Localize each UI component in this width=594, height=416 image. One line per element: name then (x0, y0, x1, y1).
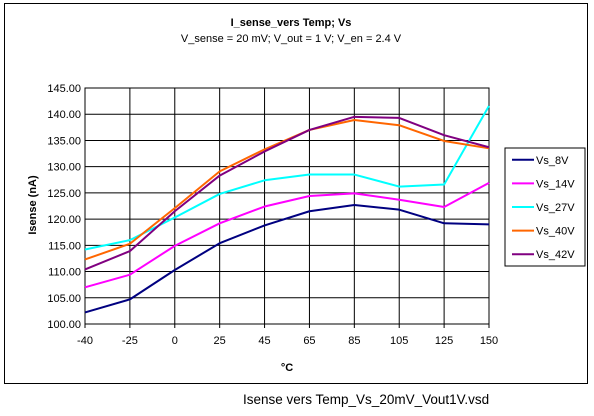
chart-subtitle: V_sense = 20 mV; V_out = 1 V; V_en = 2.4… (181, 33, 402, 45)
x-tick-label: 0 (172, 335, 178, 347)
y-tick-label: 130.00 (47, 162, 81, 174)
x-axis-ticks: -40 -25 0 25 45 65 85 105 125 150 (77, 335, 498, 347)
series-line-vs-8v (84, 203, 490, 314)
x-tick-label: 85 (348, 335, 360, 347)
y-tick-label: 135.00 (47, 135, 81, 147)
x-tick-label: 45 (258, 335, 270, 347)
x-tick-label: -25 (122, 335, 138, 347)
series-lines (84, 105, 490, 314)
y-tick-label: 145.00 (47, 83, 81, 95)
legend-label: Vs_27V (536, 202, 575, 214)
y-tick-label: 115.00 (48, 240, 81, 252)
file-name-label: Isense vers Temp_Vs_20mV_Vout1V.vsd (243, 392, 490, 407)
x-tick-label: 105 (390, 335, 408, 347)
series-line-vs-42v (84, 115, 490, 271)
legend-label: Vs_42V (536, 249, 575, 261)
x-tick-label: 125 (435, 335, 453, 347)
x-tick-label: -40 (77, 335, 93, 347)
y-tick-label: 125.00 (47, 188, 81, 200)
y-tick-label: 110.00 (48, 267, 81, 279)
x-tick-label: 65 (303, 335, 315, 347)
grid (84, 87, 490, 328)
legend: Vs_8V Vs_14V Vs_27V Vs_40V Vs_42V (504, 147, 586, 267)
legend-label: Vs_40V (536, 226, 575, 238)
series-line-vs-27v (84, 105, 490, 251)
y-tick-label: 140.00 (47, 109, 81, 121)
x-tick-label: 150 (480, 335, 498, 347)
series-line-vs-14v (84, 182, 490, 289)
legend-label: Vs_8V (536, 155, 569, 167)
x-axis-label: °C (281, 362, 293, 374)
line-chart: I_sense_vers Temp; Vs V_sense = 20 mV; V… (27, 17, 586, 374)
y-axis-ticks: 100.00 105.00 110.00 115.00 120.00 125.00 130.… (47, 83, 81, 331)
y-tick-label: 120.00 (47, 214, 81, 226)
x-tick-label: 25 (214, 335, 226, 347)
y-axis-label: Isense (nA) (27, 175, 39, 235)
legend-label: Vs_14V (536, 178, 575, 190)
y-tick-label: 105.00 (47, 293, 81, 305)
chart-title: I_sense_vers Temp; Vs (231, 17, 352, 29)
y-tick-label: 100.00 (47, 319, 81, 331)
chart-frame: I_sense_vers Temp; Vs V_sense = 20 mV; V… (4, 3, 588, 384)
